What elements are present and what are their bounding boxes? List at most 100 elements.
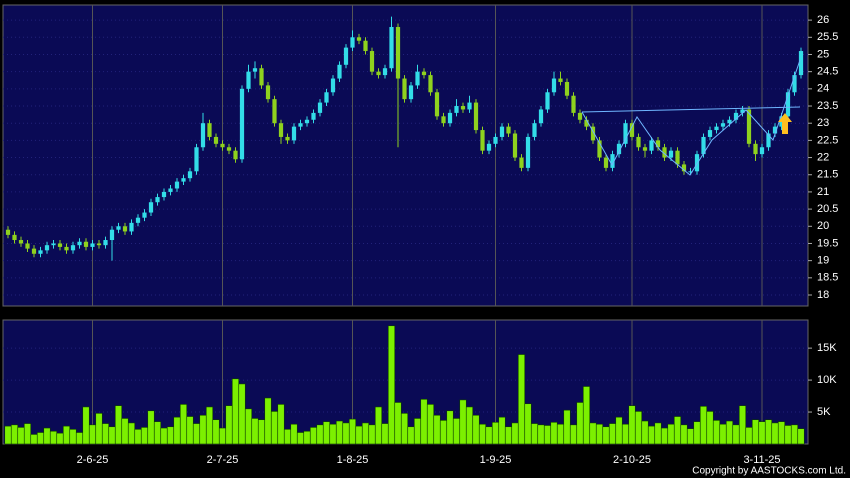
y-tick-label: 21 <box>817 186 829 198</box>
candle-body <box>525 136 531 168</box>
candle-body <box>766 133 771 148</box>
candle-body <box>473 102 479 131</box>
volume-bar <box>231 378 240 445</box>
y-tick-label: 15K <box>817 342 837 354</box>
candle-body <box>239 88 245 160</box>
candle-body <box>109 229 115 241</box>
volume-bar <box>4 425 12 445</box>
price-panel <box>2 4 809 307</box>
candle-body <box>499 126 505 137</box>
volume-bar <box>738 405 747 445</box>
volume-bar <box>686 428 695 445</box>
volume-bar <box>420 398 428 445</box>
candle-body <box>772 126 778 134</box>
volume-bar <box>212 419 220 445</box>
y-tick-label: 20 <box>817 220 829 232</box>
candle-body <box>25 243 30 249</box>
volume-bar <box>504 426 513 445</box>
y-tick-label: 19 <box>817 255 829 267</box>
candle-body <box>538 109 544 124</box>
candle-body <box>18 240 24 244</box>
candle-body <box>135 217 141 223</box>
candle-body <box>57 243 63 247</box>
volume-bar <box>641 420 649 445</box>
candle-body <box>5 229 11 235</box>
candle-body <box>272 99 277 124</box>
candle-body <box>740 109 745 113</box>
volume-bar <box>563 409 571 445</box>
candle-body <box>330 78 336 93</box>
candle-body <box>506 126 511 134</box>
candle-body <box>636 136 641 148</box>
candle-body <box>51 243 56 246</box>
y-tick-label: 24 <box>817 83 829 95</box>
candle-body <box>174 181 180 189</box>
candle-body <box>649 140 654 151</box>
candle-body <box>428 75 433 93</box>
volume-bar <box>777 421 786 445</box>
candle-body <box>337 64 342 79</box>
candle-body <box>629 123 635 137</box>
volume-bar <box>400 413 409 445</box>
candle-body <box>759 147 765 155</box>
y-tick-label: 18 <box>817 289 829 301</box>
candle-body <box>519 157 524 168</box>
candle-body <box>389 26 394 69</box>
candle-body <box>798 51 804 76</box>
volume-bar <box>771 422 779 445</box>
volume-bar <box>673 416 682 445</box>
volume-bar <box>329 423 337 445</box>
volume-bar <box>56 432 64 445</box>
volume-bar <box>725 420 734 445</box>
candle-body <box>512 133 518 158</box>
volume-bar <box>134 428 142 445</box>
volume-bar <box>153 421 162 445</box>
volume-bar <box>283 428 292 445</box>
candle-body <box>64 246 69 251</box>
volume-bar <box>394 402 402 445</box>
candle-body <box>356 37 362 41</box>
volume-bar <box>608 423 617 445</box>
volume-bar <box>244 408 253 445</box>
volume-bar <box>192 423 201 445</box>
x-tick-label: 2-6-25 <box>77 454 109 466</box>
trendline <box>581 106 801 113</box>
candle-body <box>155 197 160 203</box>
y-tick-label: 22 <box>817 151 829 163</box>
candle-body <box>363 40 368 52</box>
candle-body <box>597 140 602 158</box>
candle-body <box>584 119 589 127</box>
candle-body <box>278 123 284 137</box>
volume-bar <box>426 404 435 445</box>
candle-body <box>77 241 82 246</box>
candle-body <box>142 212 147 218</box>
volume-bar <box>537 424 545 445</box>
candle-body <box>714 126 719 131</box>
y-tick-label: 23.5 <box>817 100 838 112</box>
x-tick-label: 2-7-25 <box>207 454 239 466</box>
candle-body <box>12 234 17 241</box>
candle-body <box>343 47 349 65</box>
volume-bar <box>101 423 110 445</box>
volume-bar <box>114 405 123 445</box>
volume-bar <box>69 428 77 445</box>
volume-bar <box>797 428 805 445</box>
y-tick-label: 24.5 <box>817 66 838 78</box>
volume-bar <box>680 424 688 445</box>
volume-bar <box>335 420 344 445</box>
candle-body <box>350 37 355 48</box>
candle-body <box>408 85 414 100</box>
volume-bar <box>595 423 604 445</box>
volume-bar <box>173 416 181 445</box>
y-tick-label: 22.5 <box>817 134 838 146</box>
y-tick-label: 19.5 <box>817 237 838 249</box>
candle-body <box>31 248 37 254</box>
volume-bar <box>225 405 233 445</box>
candle-body <box>96 243 102 246</box>
candle-body <box>200 123 206 148</box>
volume-bar <box>140 427 149 445</box>
candle-body <box>207 123 212 137</box>
candle-body <box>70 245 76 251</box>
volume-bar <box>264 397 272 445</box>
